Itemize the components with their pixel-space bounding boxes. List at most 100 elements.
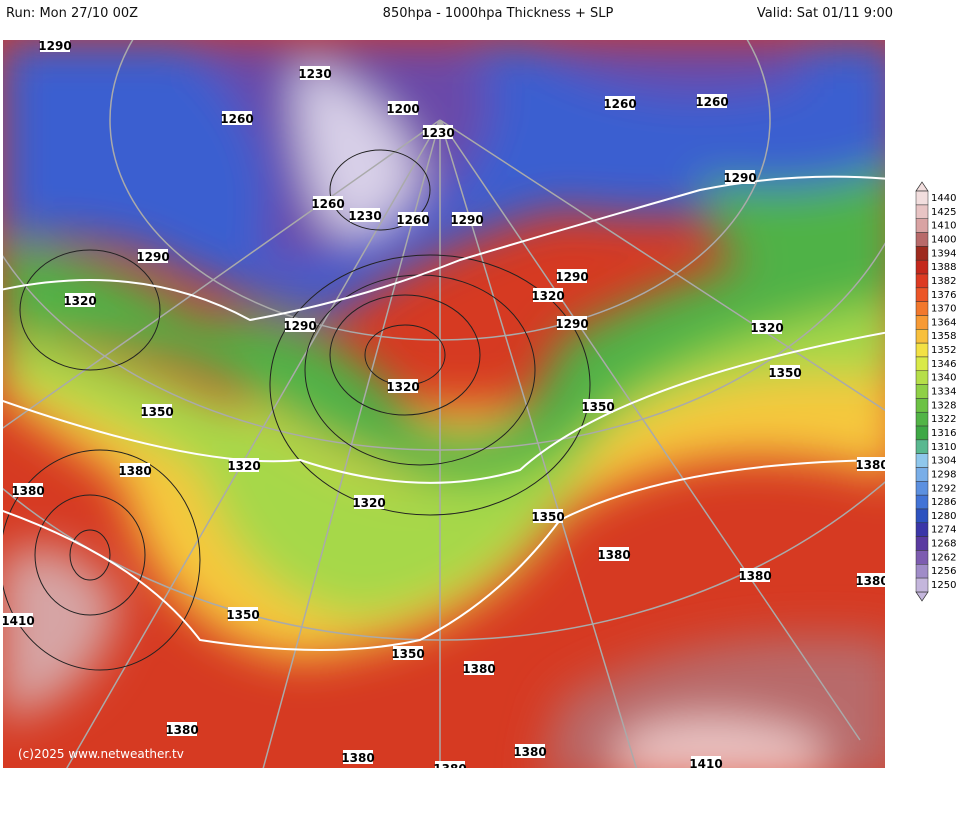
contour-label: 1380 <box>855 574 888 588</box>
contour-label-bg <box>583 399 613 413</box>
colorbar-label: 1298 <box>931 469 956 480</box>
contour-label-bg <box>388 101 418 115</box>
contour-label: 1260 <box>311 197 344 211</box>
contour-label: 1260 <box>396 213 429 227</box>
colorbar-label: 1292 <box>931 483 956 494</box>
run-label: Run: Mon 27/10 00Z <box>6 6 138 21</box>
colorbar: 1440 1425 1410 1400 1394 1388 1382 1376 1370 1364… <box>915 181 956 602</box>
valid-label: Valid: Sat 01/11 9:00 <box>757 6 893 21</box>
colorbar-label: 1364 <box>931 317 956 328</box>
contour-label-bg <box>65 293 95 307</box>
contour-label: 1350 <box>581 400 614 414</box>
colorbar-swatch <box>915 273 929 289</box>
colorbar-label: 1310 <box>931 442 956 453</box>
contour-label-bg <box>599 547 629 561</box>
contour-label-bg <box>857 573 885 587</box>
colorbar-label: 1274 <box>931 525 956 536</box>
copyright: (c)2025 www.netweather.tv <box>18 747 184 761</box>
colorbar-swatch <box>915 218 929 233</box>
contour-label: 1320 <box>531 289 564 303</box>
contour-label-bg <box>533 509 563 523</box>
contour-label-bg <box>285 318 315 332</box>
contour-label-bg <box>691 756 721 768</box>
colorbar-label: 1400 <box>931 234 956 245</box>
contour-label-bg <box>752 320 782 334</box>
contour-label-bg <box>354 495 384 509</box>
colorbar-swatch <box>915 453 929 468</box>
colorbar-label: 1334 <box>931 387 956 398</box>
contour-label: 1380 <box>597 548 630 562</box>
contour-label-bg <box>167 722 197 736</box>
contour-label: 1320 <box>352 496 385 510</box>
colorbar-label: 1388 <box>931 262 956 273</box>
contour-label: 1350 <box>391 647 424 661</box>
colorbar-swatch <box>915 564 929 579</box>
colorbar-label: 1440 <box>931 193 956 204</box>
contour-label-bg <box>740 568 770 582</box>
contour-label: 1290 <box>555 270 588 284</box>
contour-label: 1380 <box>855 458 888 472</box>
contour-label: 1290 <box>38 39 71 53</box>
colorbar-label: 1268 <box>931 539 956 550</box>
colorbar-swatch <box>915 287 929 302</box>
colorbar-swatch <box>915 301 929 316</box>
contour-label-bg <box>300 66 330 80</box>
colorbar-swatch <box>915 370 929 385</box>
contour-label: 1380 <box>341 751 374 765</box>
contour-label-bg <box>142 404 172 418</box>
contour-label-bg <box>857 457 885 471</box>
contour-label-bg <box>605 96 635 110</box>
colorbar-label: 1358 <box>931 331 956 342</box>
colorbar-swatch <box>915 232 929 247</box>
colorbar-label: 1370 <box>931 304 956 315</box>
colorbar-label: 1280 <box>931 511 956 522</box>
colorbar-label: 1340 <box>931 373 956 384</box>
contour-label: 1350 <box>140 405 173 419</box>
colorbar-swatch <box>915 246 929 261</box>
contour-label: 1320 <box>227 459 260 473</box>
contour-label: 1380 <box>165 723 198 737</box>
contour-label: 1350 <box>226 608 259 622</box>
contour-label: 1380 <box>738 569 771 583</box>
contour-label-bg <box>120 463 150 477</box>
contour-label: 1200 <box>386 102 419 116</box>
colorbar-arrow-bottom <box>915 591 929 602</box>
contour-label: 1380 <box>11 484 44 498</box>
contour-label-bg <box>393 646 423 660</box>
colorbar-swatch <box>915 439 929 454</box>
colorbar-swatch <box>915 384 929 399</box>
colorbar-swatch <box>915 467 929 482</box>
contour-label: 1290 <box>283 319 316 333</box>
contour-label: 1290 <box>723 171 756 185</box>
colorbar-label: 1376 <box>931 290 956 301</box>
contour-label-bg <box>697 94 727 108</box>
contour-label: 1260 <box>695 95 728 109</box>
contour-label-bg <box>138 249 168 263</box>
colorbar-label: 1352 <box>931 345 956 356</box>
colorbar-label: 1328 <box>931 400 956 411</box>
colorbar-swatch <box>915 577 929 593</box>
colorbar-swatch <box>915 204 929 219</box>
contour-label-bg <box>350 208 380 222</box>
thickness-contours <box>3 175 885 651</box>
colorbar-swatch <box>915 536 929 551</box>
colorbar-label: 1322 <box>931 414 956 425</box>
colorbar-swatch <box>915 342 929 358</box>
colorbar-swatch <box>915 425 929 441</box>
contour-label: 1350 <box>531 510 564 524</box>
contour-label-bg <box>313 196 343 210</box>
contour-label: 1380 <box>118 464 151 478</box>
contour-label-bg <box>343 750 373 764</box>
colorbar-swatch <box>915 259 929 275</box>
colorbar-swatch <box>915 481 929 496</box>
map-title: 850hpa - 1000hpa Thickness + SLP <box>383 6 614 21</box>
colorbar-swatch <box>915 508 929 524</box>
colorbar-label: 1256 <box>931 566 956 577</box>
isobars <box>3 149 591 671</box>
colorbar-label: 1304 <box>931 456 956 467</box>
contour-label: 1380 <box>513 745 546 759</box>
contour-label-bg <box>13 483 43 497</box>
